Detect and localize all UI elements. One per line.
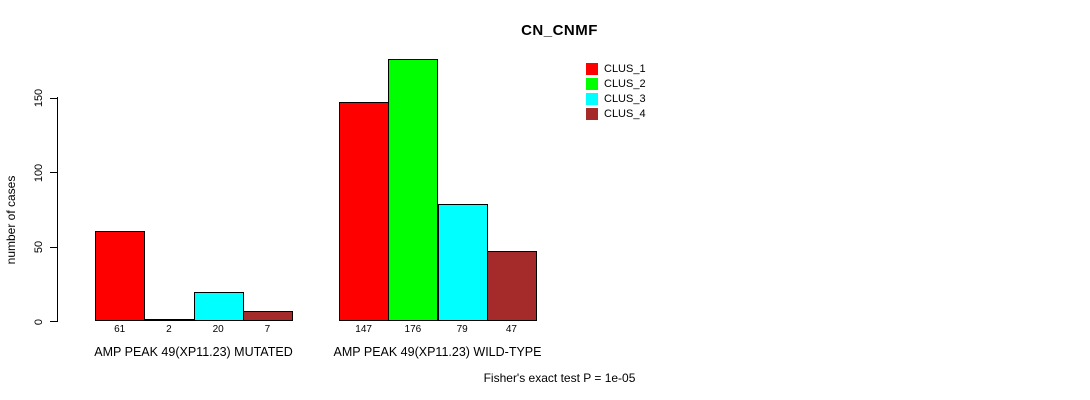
bar-value-label: 7 bbox=[264, 324, 271, 335]
bar-value-label: 79 bbox=[456, 324, 468, 335]
y-axis-label: number of cases bbox=[4, 175, 18, 265]
bar-value-label: 20 bbox=[212, 324, 224, 335]
legend-swatch-clus-3-icon bbox=[586, 92, 598, 105]
y-tick-mark bbox=[50, 321, 57, 322]
legend-label-clus-2: CLUS_2 bbox=[604, 77, 646, 90]
bar-clus_1-group2 bbox=[339, 102, 389, 322]
bar-clus_1-group1 bbox=[95, 230, 145, 322]
legend: CLUS_1 CLUS_2 CLUS_3 CLUS_4 bbox=[586, 61, 646, 121]
bar-clus_4-group1 bbox=[243, 311, 293, 322]
group-label: AMP PEAK 49(XP11.23) MUTATED bbox=[94, 345, 293, 359]
y-tick-mark bbox=[50, 246, 57, 248]
bar-value-label: 147 bbox=[355, 324, 372, 335]
chart-title: CN_CNMF bbox=[521, 22, 598, 39]
legend-item-clus-4: CLUS_4 bbox=[586, 106, 646, 121]
legend-item-clus-1: CLUS_1 bbox=[586, 61, 646, 76]
legend-item-clus-2: CLUS_2 bbox=[586, 76, 646, 91]
bar-value-label: 61 bbox=[114, 324, 126, 335]
y-tick-label: 100 bbox=[33, 163, 45, 182]
fisher-test-annotation: Fisher's exact test P = 1e-05 bbox=[483, 371, 636, 385]
y-tick-label: 50 bbox=[33, 240, 45, 254]
legend-item-clus-3: CLUS_3 bbox=[586, 91, 646, 106]
bar-value-label: 47 bbox=[505, 324, 517, 335]
legend-swatch-clus-2-icon bbox=[586, 77, 598, 90]
bar-value-label: 176 bbox=[404, 324, 422, 335]
legend-label-clus-3: CLUS_3 bbox=[604, 92, 646, 105]
legend-label-clus-1: CLUS_1 bbox=[604, 62, 646, 75]
legend-swatch-clus-4-icon bbox=[586, 107, 598, 120]
bar-clus_3-group1 bbox=[194, 291, 244, 322]
bar-value-label: 2 bbox=[166, 324, 172, 335]
y-tick-label: 0 bbox=[33, 318, 45, 325]
group-label: AMP PEAK 49(XP11.23) WILD-TYPE bbox=[333, 345, 542, 359]
bar-clus_2-group2 bbox=[388, 59, 438, 322]
y-axis-line bbox=[57, 97, 58, 322]
bar-clus_2-group1 bbox=[144, 318, 194, 322]
y-tick-mark bbox=[50, 172, 57, 173]
bar-clus_3-group2 bbox=[438, 203, 488, 322]
y-tick-mark bbox=[50, 97, 57, 99]
y-tick-label: 150 bbox=[33, 88, 45, 108]
legend-label-clus-4: CLUS_4 bbox=[604, 107, 646, 120]
bar-clus_4-group2 bbox=[487, 251, 537, 322]
legend-swatch-clus-1-icon bbox=[586, 62, 598, 75]
